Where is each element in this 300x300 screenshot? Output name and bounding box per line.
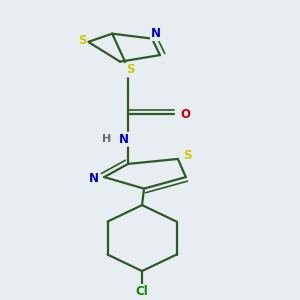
Text: N: N bbox=[89, 172, 99, 185]
Text: S: S bbox=[78, 34, 87, 47]
Text: H: H bbox=[102, 134, 111, 144]
Text: S: S bbox=[184, 149, 192, 162]
Text: Cl: Cl bbox=[136, 285, 148, 298]
Text: O: O bbox=[180, 108, 190, 121]
Text: N: N bbox=[119, 133, 129, 146]
Text: S: S bbox=[126, 63, 134, 76]
Text: N: N bbox=[151, 27, 161, 40]
